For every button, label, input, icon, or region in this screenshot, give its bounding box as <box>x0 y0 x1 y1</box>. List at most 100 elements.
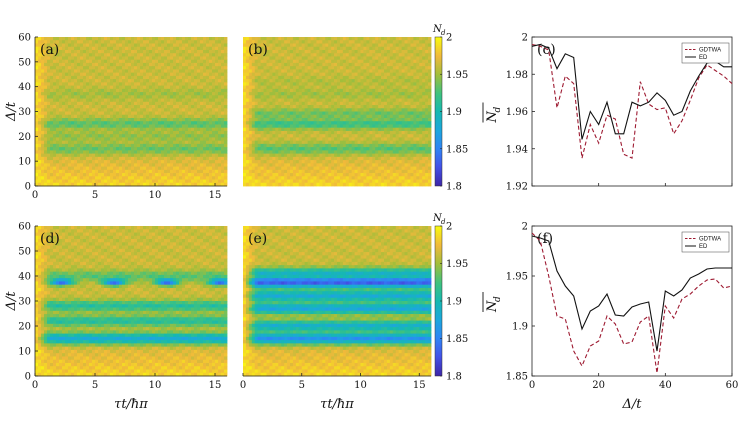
heatmap-cell <box>92 130 96 135</box>
heatmap-cell <box>251 43 256 48</box>
heatmap-cell <box>316 49 320 54</box>
heatmap-cell <box>50 105 54 109</box>
heatmap-cell <box>176 143 180 148</box>
heatmap-cell <box>77 88 81 93</box>
heatmap-cell <box>185 163 189 167</box>
heatmap-cell <box>221 166 225 171</box>
heatmap-cell <box>425 46 429 51</box>
heatmap-cell <box>398 66 403 70</box>
heatmap-cell <box>173 163 177 167</box>
heatmap-cell <box>56 59 60 64</box>
heatmap-cell <box>251 137 256 142</box>
heatmap-cell <box>251 101 256 106</box>
heatmap-cell <box>155 173 159 177</box>
heatmap-cell <box>372 49 376 54</box>
heatmap-cell <box>143 59 147 64</box>
heatmap-cell <box>185 82 189 86</box>
heatmap-cell <box>86 72 90 77</box>
heatmap-cell <box>89 140 93 145</box>
heatmap-cell <box>83 98 87 103</box>
heatmap-cell <box>357 56 361 61</box>
heatmap-cell <box>164 124 168 129</box>
heatmap-cell <box>260 134 264 138</box>
heatmap-cell <box>209 92 213 96</box>
heatmap-cell <box>366 137 370 142</box>
heatmap-cell <box>313 72 317 77</box>
heatmap-cell <box>140 88 144 93</box>
heatmap-cell <box>98 40 102 44</box>
heatmap-cell <box>200 37 204 41</box>
heatmap-cell <box>384 114 388 119</box>
heatmap-cell <box>71 46 75 51</box>
heatmap-cell <box>92 37 96 41</box>
heatmap-cell <box>384 69 388 74</box>
heatmap-cell <box>351 121 356 125</box>
heatmap-cell <box>224 143 228 148</box>
heatmap-cell <box>182 92 186 96</box>
heatmap-cell <box>339 88 344 93</box>
heatmap-cell <box>360 53 364 57</box>
heatmap-cell <box>339 40 344 44</box>
heatmap-cell <box>131 166 135 171</box>
heatmap-cell <box>295 95 300 99</box>
heatmap-cell <box>389 98 394 103</box>
heatmap-cell <box>386 79 391 83</box>
heatmap-cell <box>200 108 204 112</box>
heatmap-cell <box>128 92 132 96</box>
heatmap-cell <box>337 130 341 135</box>
heatmap-cell <box>422 69 426 74</box>
heatmap-cell <box>155 111 159 116</box>
heatmap-cell <box>182 124 186 129</box>
heatmap-cell <box>295 56 300 61</box>
heatmap-cell <box>137 137 141 142</box>
heatmap-cell <box>68 130 72 135</box>
heatmap-cell <box>398 105 403 109</box>
heatmap-cell <box>113 156 117 161</box>
heatmap-cell <box>65 134 69 138</box>
heatmap-cell <box>89 108 93 112</box>
heatmap-cell <box>334 40 338 44</box>
heatmap-cell <box>56 62 60 67</box>
heatmap-cell <box>53 43 57 48</box>
heatmap-cell <box>155 101 159 106</box>
heatmap-cell <box>146 134 150 138</box>
heatmap-cell <box>322 53 326 57</box>
heatmap-cell <box>56 85 60 90</box>
heatmap-cell <box>35 156 39 161</box>
heatmap-cell <box>176 69 180 74</box>
heatmap-cell <box>143 66 147 70</box>
heatmap-cell <box>278 82 282 86</box>
heatmap-cell <box>53 173 57 177</box>
heatmap-cell <box>74 75 78 80</box>
heatmap-cell <box>110 156 114 161</box>
heatmap-cell <box>206 156 210 161</box>
heatmap-cell <box>110 59 114 64</box>
heatmap-cell <box>47 98 51 103</box>
heatmap-cell <box>284 79 288 83</box>
heatmap-cell <box>74 173 78 177</box>
heatmap-cell <box>143 95 147 99</box>
heatmap-cell <box>357 53 361 57</box>
heatmap-cell <box>167 98 171 103</box>
heatmap-cell <box>254 92 259 96</box>
heatmap-cell <box>188 88 192 93</box>
heatmap-cell <box>301 127 306 132</box>
heatmap-cell <box>325 82 329 86</box>
heatmap-cell <box>215 37 219 41</box>
heatmap-cell <box>62 105 66 109</box>
heatmap-cell <box>128 150 132 155</box>
heatmap-cell <box>131 137 135 142</box>
heatmap-cell <box>266 108 270 112</box>
heatmap-cell <box>194 59 198 64</box>
heatmap-cell <box>155 49 159 54</box>
heatmap-cell <box>173 46 177 51</box>
heatmap-cell <box>86 156 90 161</box>
heatmap-cell <box>381 37 385 41</box>
heatmap-cell <box>384 117 388 122</box>
heatmap-cell <box>158 95 162 99</box>
heatmap-cell <box>59 40 63 44</box>
heatmap-cell <box>212 153 216 158</box>
heatmap-cell <box>203 163 207 167</box>
heatmap-cell <box>328 105 332 109</box>
heatmap-cell <box>266 95 270 99</box>
